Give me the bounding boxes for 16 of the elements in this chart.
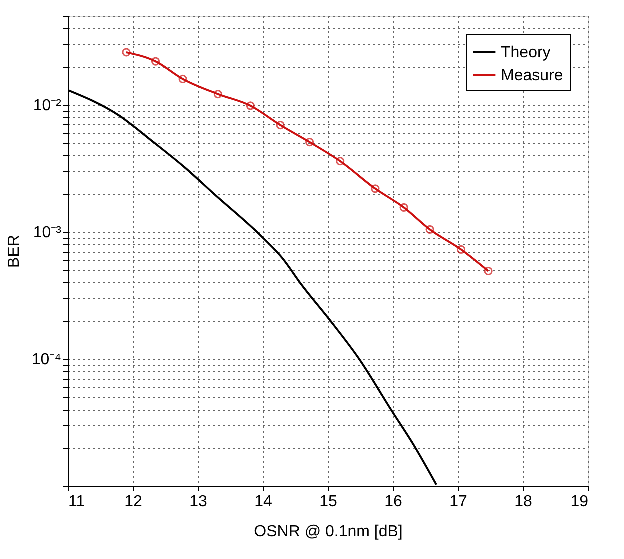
x-tick-label: 14 <box>254 494 272 510</box>
y-tick-label: 10⁻² <box>33 97 62 114</box>
x-tick-label: 16 <box>384 494 402 510</box>
x-tick-label: 19 <box>570 494 589 510</box>
legend-label: Theory <box>501 44 551 62</box>
x-axis-title: OSNR @ 0.1nm [dB] <box>254 524 403 540</box>
y-axis-title: BER <box>6 235 23 268</box>
x-tick-label: 15 <box>320 494 338 510</box>
y-tick-label: 10⁻⁴ <box>32 351 62 368</box>
x-tick-label: 18 <box>514 494 532 510</box>
x-tick-label: 12 <box>124 494 142 510</box>
x-tick-label: 13 <box>190 494 208 510</box>
x-tick-label: 17 <box>450 494 468 510</box>
legend-label: Measure <box>501 68 564 84</box>
y-tick-label: 10⁻³ <box>33 224 62 242</box>
x-tick-label: 11 <box>68 494 86 510</box>
